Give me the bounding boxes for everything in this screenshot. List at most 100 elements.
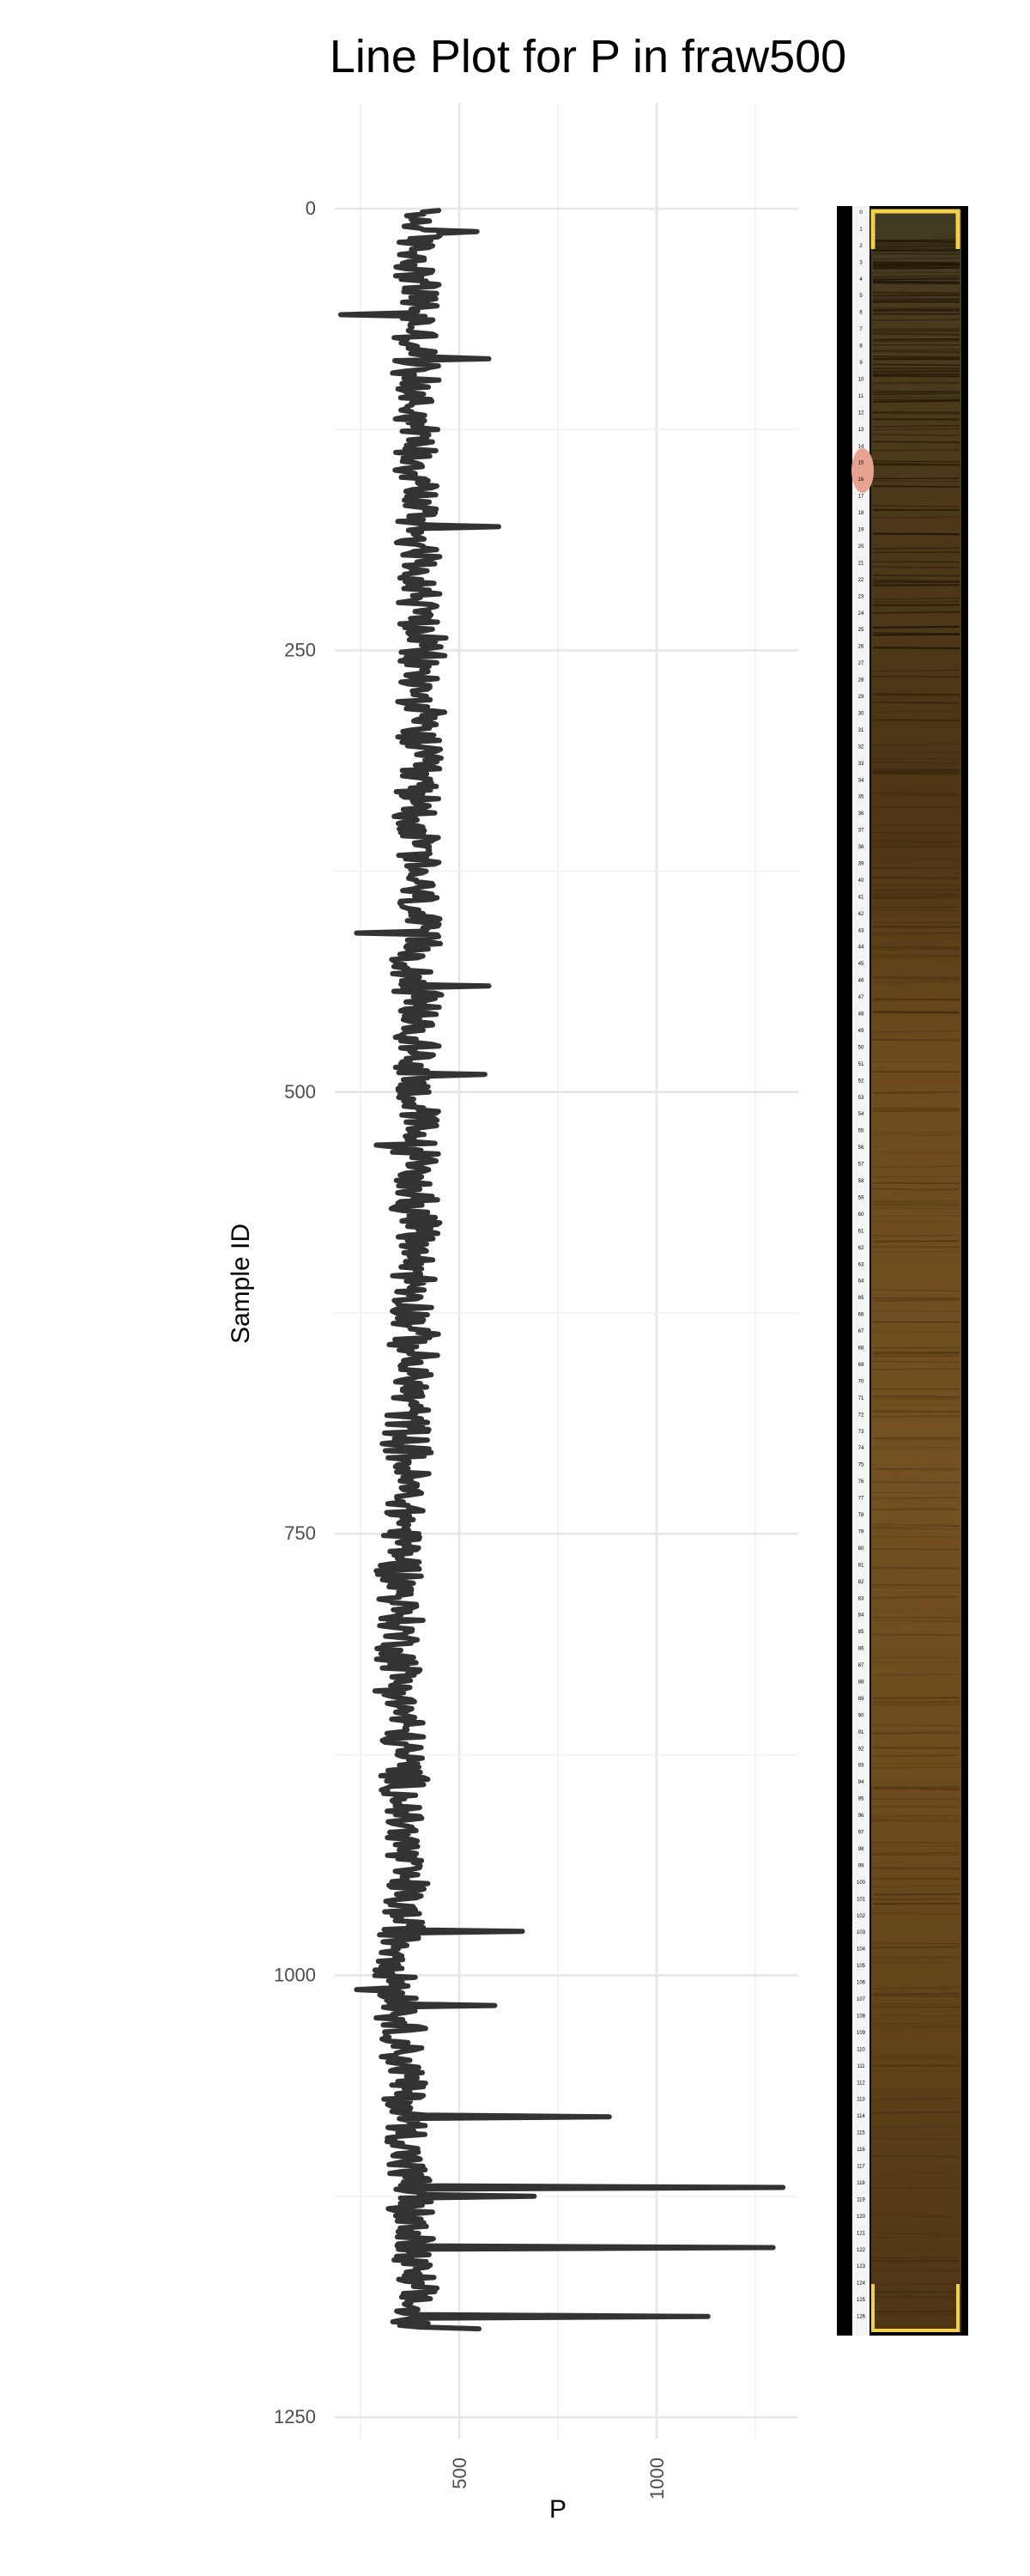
core-depth-label: 6 — [859, 311, 863, 316]
core-lamination — [872, 792, 960, 796]
core-lamination — [872, 1201, 960, 1205]
core-depth-label: 7 — [859, 327, 863, 332]
core-lamination — [872, 584, 960, 587]
core-lamination — [872, 271, 960, 274]
core-depth-label: 1 — [859, 227, 863, 232]
core-lamination — [872, 1893, 960, 1896]
core-depth-label: 92 — [858, 1747, 864, 1752]
core-lamination — [872, 669, 960, 672]
core-lamination — [872, 955, 960, 957]
core-lamination — [872, 1030, 960, 1033]
core-lamination — [872, 2296, 960, 2299]
core-depth-label: 38 — [858, 845, 864, 850]
core-lamination — [872, 547, 960, 550]
core-lamination — [872, 1188, 960, 1191]
core-depth-label: 37 — [858, 829, 864, 834]
core-lamination — [872, 349, 960, 352]
core-lamination — [872, 1331, 960, 1333]
core-sediment — [871, 210, 961, 2332]
core-lamination — [872, 1902, 960, 1905]
core-lamination — [872, 945, 960, 949]
core-lamination — [872, 2154, 960, 2158]
core-lamination — [872, 1986, 960, 1990]
core-lamination — [872, 1942, 960, 1945]
core-lamination — [872, 710, 960, 713]
core-image: 0123456789101112131415161718192021222324… — [837, 206, 968, 2336]
core-lamination — [872, 1701, 960, 1704]
core-depth-label: 102 — [857, 1914, 866, 1919]
core-lamination — [872, 460, 960, 463]
core-depth-label: 53 — [858, 1096, 864, 1101]
core-lamination — [872, 242, 960, 245]
core-lamination — [872, 647, 960, 650]
core-depth-label: 85 — [858, 1630, 864, 1635]
core-lamination — [872, 2026, 960, 2028]
core-lamination — [872, 770, 960, 774]
core-lamination — [872, 291, 960, 294]
core-depth-label: 121 — [857, 2231, 866, 2236]
core-lamination — [872, 1526, 960, 1528]
core-depth-label: 98 — [858, 1847, 864, 1852]
core-pink-clast — [851, 448, 874, 493]
core-lamination — [872, 1867, 960, 1870]
core-depth-label: 47 — [858, 995, 864, 1000]
core-depth-label: 54 — [858, 1112, 864, 1117]
core-lamination — [872, 1674, 960, 1676]
core-lamination — [872, 532, 960, 535]
core-depth-label: 17 — [858, 495, 864, 500]
core-lamination — [872, 1246, 960, 1249]
core-lamination — [872, 266, 960, 269]
core-depth-label: 108 — [857, 2014, 866, 2019]
core-lamination — [872, 1438, 960, 1441]
core-lamination — [872, 1467, 960, 1471]
core-lamination — [872, 485, 960, 488]
core-lamination — [872, 411, 960, 413]
core-depth-label: 63 — [858, 1262, 864, 1267]
core-lamination — [872, 921, 960, 924]
core-lamination — [872, 1766, 960, 1769]
core-depth-label: 119 — [857, 2197, 865, 2202]
core-lamination — [872, 294, 960, 297]
core-lamination — [872, 340, 960, 343]
core-depth-label: 32 — [858, 744, 864, 750]
core-lamination — [872, 319, 960, 321]
core-lamination — [872, 1352, 960, 1355]
core-lamination — [872, 2257, 960, 2259]
core-lamination — [872, 2186, 960, 2190]
core-lamination — [872, 263, 960, 266]
core-bottom-highlight — [871, 2284, 960, 2332]
core-depth-label: 22 — [858, 578, 864, 583]
core-lamination — [872, 1203, 960, 1206]
core-depth-label: 35 — [858, 795, 864, 800]
core-depth-label: 39 — [858, 862, 864, 867]
core-lamination — [872, 434, 960, 436]
core-depth-label: 93 — [858, 1764, 864, 1769]
core-depth-label: 40 — [858, 878, 864, 884]
core-lamination — [872, 701, 960, 704]
core-lamination — [872, 1481, 960, 1484]
core-lamination — [872, 1321, 960, 1323]
core-lamination — [872, 1182, 960, 1185]
core-depth-label: 46 — [858, 979, 864, 984]
core-depth-label: 112 — [857, 2081, 865, 2086]
core-lamination — [872, 1203, 960, 1207]
core-lamination — [872, 2022, 960, 2025]
core-lamination — [872, 772, 960, 775]
core-lamination — [872, 2310, 960, 2313]
core-lamination — [872, 893, 960, 896]
core-lamination — [872, 1730, 960, 1734]
core-lamination — [872, 908, 960, 911]
core-depth-label: 88 — [858, 1680, 864, 1685]
core-depth-label: 33 — [858, 762, 864, 767]
core-depth-label: 73 — [858, 1430, 864, 1435]
core-lamination — [872, 631, 960, 635]
core-depth-label: 87 — [858, 1663, 864, 1668]
core-depth-label: 50 — [858, 1045, 864, 1050]
core-label-strip — [852, 206, 869, 2336]
core-lamination — [872, 1220, 960, 1224]
core-depth-label: 28 — [858, 678, 864, 683]
core-lamination — [872, 449, 960, 452]
core-depth-label: 84 — [858, 1613, 864, 1619]
core-lamination — [872, 2283, 960, 2286]
core-lamination — [872, 1814, 960, 1818]
